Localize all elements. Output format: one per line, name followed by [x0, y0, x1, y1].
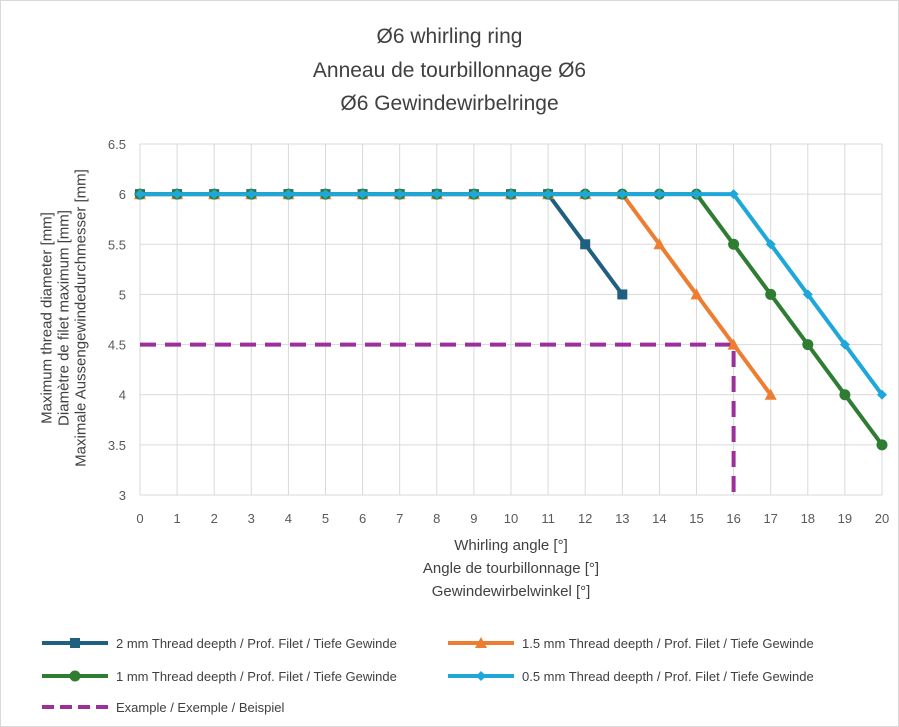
x-tick-label: 4 [285, 511, 292, 526]
x-tick-label: 12 [578, 511, 592, 526]
legend-swatch-1mm [42, 670, 108, 682]
data-point [135, 189, 145, 200]
y-tick-label: 6.5 [108, 137, 126, 152]
x-tick-label: 16 [726, 511, 740, 526]
legend-swatch-0-5mm [448, 671, 514, 681]
legend-item-2mm[interactable]: 2 mm Thread deepth / Prof. Filet / Tiefe… [40, 633, 397, 653]
x-tick-label: 11 [541, 511, 555, 526]
x-tick-label: 9 [470, 511, 477, 526]
legend-label-example: Example / Exemple / Beispiel [116, 699, 285, 715]
legend-item-0-5mm[interactable]: 0.5 mm Thread deepth / Prof. Filet / Tie… [446, 666, 814, 686]
data-point [320, 189, 331, 200]
x-tick-label: 7 [396, 511, 403, 526]
data-point [839, 339, 850, 350]
legend-item-1-5mm[interactable]: 1.5 mm Thread deepth / Prof. Filet / Tie… [446, 633, 814, 653]
x-tick-label: 8 [433, 511, 440, 526]
x-tick-label: 20 [875, 511, 889, 526]
x-tick-label: 3 [248, 511, 255, 526]
data-point [617, 289, 628, 300]
legend-swatch-1-5mm [448, 637, 514, 648]
x-tick-label: 10 [504, 511, 518, 526]
x-tick-label: 18 [801, 511, 815, 526]
data-point [691, 189, 702, 200]
legend-label-1-5mm: 1.5 mm Thread deepth / Prof. Filet / Tie… [522, 635, 814, 651]
data-point [283, 189, 294, 200]
data-point [506, 189, 516, 200]
data-point [580, 239, 591, 250]
data-point [172, 189, 183, 200]
x-tick-label: 13 [615, 511, 629, 526]
y-tick-label: 4 [119, 388, 126, 403]
x-tick-label: 6 [359, 511, 366, 526]
x-tick-label: 17 [763, 511, 777, 526]
y-tick-label: 3.5 [108, 438, 126, 453]
y-axis-label-line-2: Diamètre de filet maximum [mm] [55, 210, 73, 426]
data-point [617, 189, 628, 200]
x-tick-label: 0 [136, 511, 143, 526]
legend-swatch-example [42, 705, 108, 709]
y-tick-label: 5 [119, 287, 126, 302]
data-point [765, 239, 776, 250]
data-point [394, 189, 405, 200]
tick-labels: 33.544.555.566.50 1 2 3 4 5 6 7 8 9 10 11 12 13 14 15 16… [108, 137, 889, 526]
x-tick-label: 14 [652, 511, 666, 526]
grid-lines [139, 143, 883, 496]
chart-title-line-3: Ø6 Gewindewirbelringe [340, 92, 559, 115]
x-axis-label-line-3: Gewindewirbelwinkel [°] [431, 583, 591, 600]
data-point [690, 288, 703, 300]
y-tick-label: 6 [119, 187, 126, 202]
chart-title-line-1: Ø6 whirling ring [376, 25, 523, 48]
chart-title-line-2: Anneau de tourbillonnage Ø6 [312, 59, 587, 82]
data-point [653, 238, 666, 250]
data-point [802, 339, 814, 351]
legend-label-0-5mm: 0.5 mm Thread deepth / Prof. Filet / Tie… [522, 668, 814, 684]
y-tick-label: 3 [119, 488, 126, 503]
y-axis-label-line-3: Maximale Aussengewindedurchmesser [mm] [72, 169, 90, 467]
data-point [877, 389, 887, 400]
legend-item-example[interactable]: Example / Exemple / Beispiel [40, 697, 284, 717]
x-tick-label: 5 [322, 511, 329, 526]
legend-label-2mm: 2 mm Thread deepth / Prof. Filet / Tiefe… [116, 635, 397, 651]
series-3 [135, 189, 887, 400]
legend-label-1mm: 1 mm Thread deepth / Prof. Filet / Tiefe… [116, 668, 397, 684]
y-axis-label-line-1: Maximum thread diameter [mm] [38, 212, 56, 424]
data-point [468, 189, 479, 200]
data-point [209, 189, 220, 200]
data-point [728, 189, 739, 200]
data-point [543, 189, 554, 200]
data-series [134, 188, 888, 495]
x-tick-label: 19 [838, 511, 852, 526]
data-point [246, 189, 257, 200]
data-point [357, 189, 368, 200]
y-tick-label: 5.5 [108, 237, 126, 252]
x-axis-label-line-2: Angle de tourbillonnage [°] [422, 560, 600, 577]
data-point [580, 189, 591, 200]
x-axis-label-line-1: Whirling angle [°] [454, 537, 568, 554]
data-point [727, 338, 740, 350]
data-point [876, 439, 888, 451]
y-tick-label: 4.5 [108, 338, 126, 353]
data-point [802, 289, 813, 300]
data-point [431, 189, 442, 200]
data-point [728, 238, 740, 250]
data-point [654, 189, 665, 200]
data-point [839, 389, 851, 401]
x-tick-label: 2 [211, 511, 218, 526]
data-point [764, 388, 777, 400]
x-tick-label: 1 [173, 511, 180, 526]
data-point [765, 288, 777, 300]
legend-item-1mm[interactable]: 1 mm Thread deepth / Prof. Filet / Tiefe… [40, 666, 397, 686]
legend-swatch-2mm [42, 638, 108, 648]
x-tick-label: 15 [689, 511, 703, 526]
